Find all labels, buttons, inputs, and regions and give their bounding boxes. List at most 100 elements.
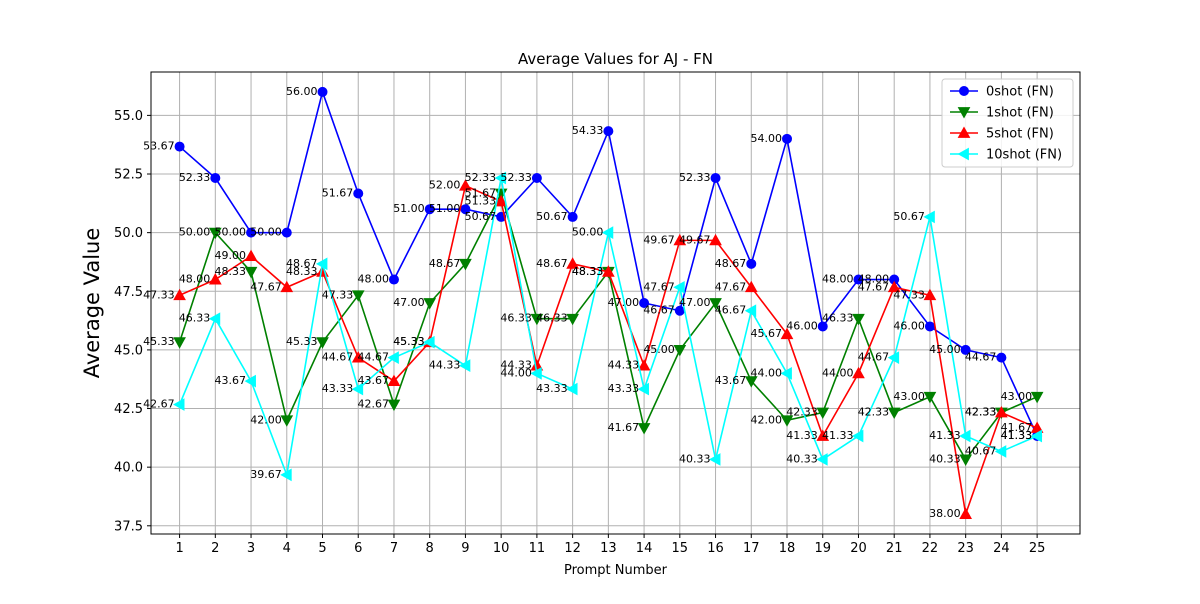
data-point — [316, 337, 329, 349]
data-label: 52.33 — [500, 171, 532, 184]
data-label: 49.67 — [679, 233, 711, 246]
data-label: 44.67 — [858, 351, 890, 364]
data-label: 43.33 — [322, 382, 354, 395]
data-label: 47.33 — [893, 288, 925, 301]
data-label: 51.00 — [429, 202, 461, 215]
data-point — [887, 351, 900, 364]
legend-marker — [957, 147, 969, 161]
data-point — [637, 423, 651, 435]
data-point — [994, 445, 1007, 458]
data-point — [281, 227, 292, 238]
data-point — [387, 399, 401, 412]
x-tick-label: 11 — [529, 541, 546, 556]
data-point — [602, 265, 615, 277]
data-label: 52.33 — [179, 171, 211, 184]
data-label: 46.67 — [715, 304, 747, 317]
data-point — [782, 133, 793, 144]
data-label: 54.33 — [572, 124, 604, 137]
data-point — [780, 327, 794, 340]
data-label: 44.33 — [500, 359, 532, 372]
data-point — [458, 359, 471, 372]
series-3 — [173, 171, 1043, 482]
data-label: 40.33 — [679, 452, 711, 465]
data-label: 47.00 — [679, 296, 711, 309]
data-label: 45.33 — [143, 335, 175, 348]
data-label: 45.00 — [929, 343, 961, 356]
data-point — [1030, 391, 1044, 404]
data-label: 47.00 — [608, 296, 640, 309]
legend-entry: 5shot (FN) — [986, 127, 1054, 142]
data-label: 47.67 — [858, 280, 890, 293]
y-tick-label: 47.5 — [114, 285, 143, 300]
data-label: 46.33 — [179, 312, 211, 325]
data-label: 41.33 — [822, 429, 854, 442]
data-point — [208, 227, 222, 240]
data-label: 43.00 — [1001, 390, 1033, 403]
data-point — [709, 233, 722, 246]
data-point — [530, 313, 544, 326]
y-tick-label: 40.0 — [114, 461, 143, 476]
data-point — [244, 266, 258, 279]
data-label: 49.00 — [215, 249, 247, 262]
data-label: 43.67 — [357, 374, 389, 387]
series-layer — [173, 86, 1044, 519]
legend-marker — [957, 126, 971, 138]
data-label: 44.67 — [357, 351, 389, 364]
data-point — [566, 382, 578, 396]
plot-frame — [150, 71, 1081, 535]
data-label: 46.00 — [893, 319, 925, 332]
data-label: 47.67 — [715, 280, 747, 293]
data-label: 42.33 — [965, 406, 997, 419]
data-label: 52.33 — [679, 171, 711, 184]
data-label: 48.33 — [572, 265, 604, 278]
data-point — [816, 429, 830, 441]
data-point — [174, 141, 185, 152]
data-label: 41.33 — [929, 429, 961, 442]
data-label: 39.67 — [250, 468, 282, 481]
data-point — [244, 249, 258, 261]
data-label: 42.67 — [357, 398, 389, 411]
data-label: 41.33 — [1001, 429, 1033, 442]
data-label: 48.67 — [536, 257, 568, 270]
legend-box — [941, 78, 1074, 168]
data-label: 48.33 — [572, 265, 604, 278]
data-label: 46.33 — [536, 312, 568, 325]
data-point — [173, 398, 185, 411]
x-tick-label: 23 — [957, 541, 974, 556]
data-label: 46.33 — [822, 312, 854, 325]
data-label: 44.00 — [822, 366, 854, 379]
data-point — [959, 454, 973, 466]
data-point — [746, 258, 757, 269]
data-point — [709, 453, 721, 466]
data-point — [851, 429, 864, 443]
data-label: 42.33 — [786, 406, 818, 419]
data-label: 50.00 — [572, 226, 604, 239]
data-point — [459, 179, 472, 191]
data-label: 38.00 — [929, 507, 961, 520]
x-tick-label: 1 — [175, 541, 183, 556]
data-label: 50.00 — [250, 226, 282, 239]
data-point — [673, 233, 687, 246]
x-tick-label: 6 — [354, 541, 362, 556]
data-point — [566, 313, 579, 326]
data-label: 42.00 — [250, 413, 282, 426]
data-point — [887, 280, 901, 293]
data-label: 40.67 — [965, 444, 997, 457]
y-tick-label: 45.0 — [114, 343, 143, 358]
data-point — [960, 344, 971, 355]
x-tick-label: 7 — [390, 541, 398, 556]
data-point — [853, 274, 864, 285]
data-label: 51.67 — [465, 186, 497, 199]
data-label: 43.33 — [608, 382, 640, 395]
data-point — [637, 359, 651, 371]
data-point — [315, 257, 328, 271]
data-point — [246, 227, 257, 238]
data-label: 48.00 — [858, 273, 890, 286]
data-label: 40.33 — [929, 452, 961, 465]
data-point — [530, 367, 542, 380]
data-label: 44.00 — [500, 366, 532, 379]
data-point — [531, 173, 542, 184]
data-label: 50.67 — [465, 210, 497, 223]
data-label: 44.33 — [608, 359, 640, 372]
